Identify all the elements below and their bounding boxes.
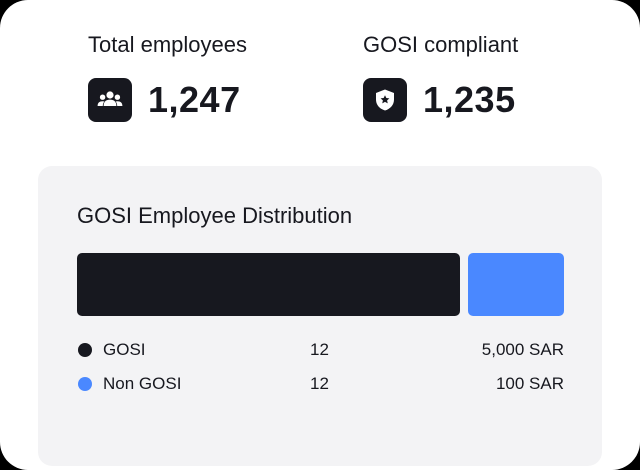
people-group-icon (88, 78, 132, 122)
legend-count: 12 (310, 340, 329, 359)
legend-name: GOSI (103, 340, 146, 359)
legend-name: Non GOSI (103, 374, 182, 393)
gosi-bar-segment (77, 253, 461, 316)
distribution-title: GOSI Employee Distribution (77, 203, 353, 228)
legend-amount: 100 SAR (495, 374, 564, 393)
non-gosi-bar-segment (468, 253, 564, 316)
gosi-compliant-value: 1,235 (423, 79, 516, 120)
distribution-panel: GOSI Employee Distribution GOSI 12 5,000… (38, 166, 602, 466)
total-employees-value: 1,247 (148, 79, 241, 120)
legend-amount: 5,000 SAR (481, 340, 564, 359)
legend-row-gosi: GOSI 12 5,000 SAR (77, 338, 564, 362)
total-employees-label: Total employees (88, 32, 247, 57)
gosi-compliant-stat: GOSI compliant 1,235 (363, 30, 518, 122)
distribution-bar (77, 253, 564, 316)
total-employees-row: 1,247 (88, 78, 247, 122)
shield-star-icon (363, 78, 407, 122)
gosi-compliant-row: 1,235 (363, 78, 518, 122)
total-employees-stat: Total employees 1,247 (88, 30, 247, 122)
legend-count: 12 (310, 374, 329, 393)
legend-row-non-gosi: Non GOSI 12 100 SAR (77, 372, 564, 396)
gosi-legend-dot (78, 343, 92, 357)
gosi-compliant-label: GOSI compliant (363, 32, 519, 57)
non-gosi-legend-dot (78, 377, 92, 391)
